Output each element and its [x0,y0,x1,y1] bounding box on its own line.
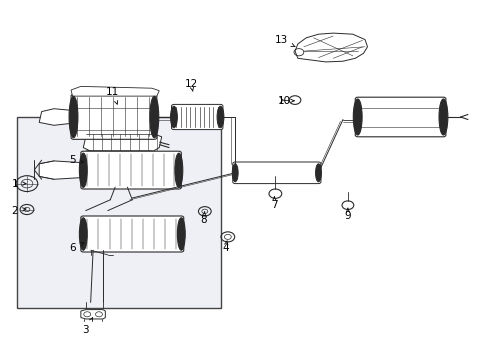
Text: 11: 11 [106,87,120,104]
Text: 6: 6 [69,243,84,253]
Ellipse shape [175,153,183,187]
Text: 7: 7 [271,197,278,210]
Text: 10: 10 [278,96,294,106]
FancyBboxPatch shape [233,162,321,184]
Ellipse shape [177,218,185,250]
Ellipse shape [316,164,321,182]
Text: 2: 2 [11,206,26,216]
Polygon shape [71,86,159,96]
Ellipse shape [232,164,238,182]
Ellipse shape [171,106,177,128]
FancyBboxPatch shape [17,117,221,308]
Ellipse shape [79,218,87,250]
Text: 12: 12 [184,78,198,91]
Ellipse shape [79,153,87,187]
Text: 5: 5 [69,155,83,165]
Polygon shape [81,310,105,319]
Polygon shape [39,161,83,179]
Polygon shape [83,131,162,152]
Polygon shape [295,33,368,62]
Ellipse shape [217,106,224,128]
Text: 9: 9 [344,208,351,221]
Polygon shape [39,109,74,125]
FancyBboxPatch shape [81,216,184,252]
Ellipse shape [439,99,448,135]
Text: 1: 1 [11,179,26,189]
Ellipse shape [353,99,362,135]
Text: 3: 3 [82,318,93,336]
Text: 8: 8 [200,212,207,225]
Text: 13: 13 [275,35,295,46]
Text: 4: 4 [222,240,229,253]
Ellipse shape [150,96,159,138]
FancyBboxPatch shape [355,97,446,137]
FancyBboxPatch shape [172,104,223,130]
FancyBboxPatch shape [71,94,157,139]
Ellipse shape [69,96,78,138]
FancyBboxPatch shape [81,151,181,189]
